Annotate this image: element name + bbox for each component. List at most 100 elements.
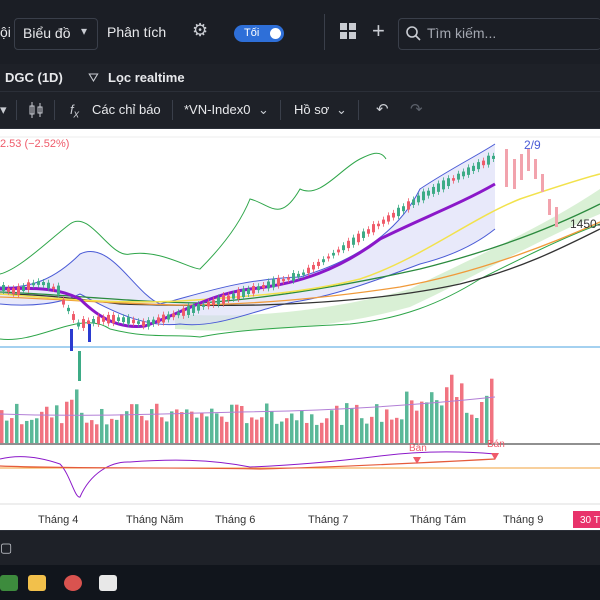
volume-bar [210, 408, 214, 443]
volume-bar [385, 409, 389, 443]
calendar-icon[interactable]: ▢ [0, 540, 13, 555]
search-input[interactable]: Tìm kiếm... [427, 25, 497, 41]
candle-body [157, 317, 160, 323]
indicators-button[interactable]: Các chỉ báo [92, 102, 161, 117]
volume-bar [25, 420, 29, 443]
candle-body [432, 186, 435, 194]
volume-bar [195, 417, 199, 443]
candle-body [187, 306, 190, 315]
volume-bar [45, 406, 49, 443]
candle-body [70, 329, 73, 351]
candle-body [367, 229, 370, 234]
candle-body [42, 282, 45, 286]
candle-body [297, 273, 300, 277]
candle-body [307, 267, 310, 274]
candle-body [247, 288, 250, 295]
layout-grid-icon[interactable] [339, 22, 357, 40]
profile-button[interactable]: Hồ sơ [294, 102, 330, 117]
volume-bar [80, 412, 84, 443]
function-icon: fx [70, 102, 80, 121]
volume-bar [15, 403, 19, 443]
candle-body [257, 286, 260, 291]
volume-bar [455, 397, 459, 443]
volume-bar [480, 402, 484, 443]
x-tick-label: Tháng Năm [126, 514, 183, 526]
candle-body [37, 281, 40, 285]
candle-body [47, 282, 50, 289]
projected-candle [534, 159, 537, 179]
candle-body [447, 178, 450, 187]
candle-body [472, 165, 475, 171]
analysis-menu[interactable]: Phân tích [107, 24, 167, 40]
volume-bar [345, 403, 349, 443]
volume-bar [320, 422, 324, 443]
volume-bar [340, 424, 344, 443]
divider [54, 100, 55, 120]
candle-body [227, 295, 230, 301]
volume-bar [205, 416, 209, 443]
redo-icon[interactable]: ↷ [410, 101, 423, 118]
volume-bar [305, 422, 309, 443]
volume-bar [280, 421, 284, 443]
volume-bar [380, 421, 384, 443]
candle-body [412, 199, 415, 205]
volume-bar [160, 417, 164, 443]
volume-bar [325, 418, 329, 443]
search-box[interactable]: Tìm kiếm... [398, 18, 600, 50]
volume-bar [200, 412, 204, 443]
candle-body [267, 281, 270, 289]
divider [358, 100, 359, 120]
app2-icon[interactable] [99, 575, 117, 591]
candlestick-icon[interactable] [28, 101, 44, 119]
gear-icon[interactable]: ⚙ [192, 20, 209, 40]
realtime-filter-button[interactable]: Lọc realtime [108, 70, 185, 85]
volume-bar [30, 419, 34, 443]
windows-icon[interactable] [0, 575, 18, 591]
symbol-label[interactable]: DGC (1D) [5, 70, 63, 85]
volume-bar [140, 415, 144, 443]
volume-bar [360, 418, 364, 443]
candle-body [78, 351, 81, 381]
volume-bar [115, 419, 119, 443]
date-badge-text: 30 T [580, 515, 600, 526]
candle-body [322, 259, 325, 263]
candle-body [107, 314, 110, 324]
menu-partial-item[interactable]: ội [0, 24, 11, 40]
candle-body [182, 308, 185, 316]
candle-body [312, 264, 315, 270]
chevron-down-icon[interactable]: ⌄ [258, 102, 269, 117]
app-icon[interactable] [64, 575, 82, 591]
compare-button[interactable]: *VN-Index0 [184, 102, 251, 117]
volume-bar [90, 420, 94, 443]
volume-bar [20, 424, 24, 443]
volume-bar [10, 418, 14, 443]
volume-bar [150, 409, 154, 443]
filter-icon: ⛛ [88, 70, 99, 85]
volume-bar [250, 417, 254, 443]
candle-body [22, 286, 25, 291]
chevron-down-icon[interactable]: ⌄ [336, 102, 347, 117]
projected-candle [505, 149, 508, 187]
candle-body [407, 201, 410, 210]
candle-body [62, 299, 65, 305]
volume-bar [485, 395, 489, 443]
undo-icon[interactable]: ↶ [376, 101, 389, 118]
projected-candle [513, 159, 516, 189]
theme-toggle-label: Tối [244, 27, 260, 39]
candle-body [97, 316, 100, 324]
candle-body [282, 279, 285, 282]
candle-body [287, 277, 290, 280]
candle-body [492, 155, 495, 159]
candle-body [102, 317, 105, 322]
candle-body [362, 231, 365, 238]
volume-bar [335, 405, 339, 443]
folder-icon[interactable] [28, 575, 46, 591]
chevron-down-icon[interactable]: ▾ [0, 102, 7, 117]
candle-body [277, 277, 280, 286]
volume-bar [270, 411, 274, 443]
chart-type-dropdown[interactable]: Biểu đồ ▾ [14, 18, 98, 50]
add-icon[interactable]: + [372, 18, 385, 43]
theme-toggle[interactable]: Tối [234, 25, 284, 42]
